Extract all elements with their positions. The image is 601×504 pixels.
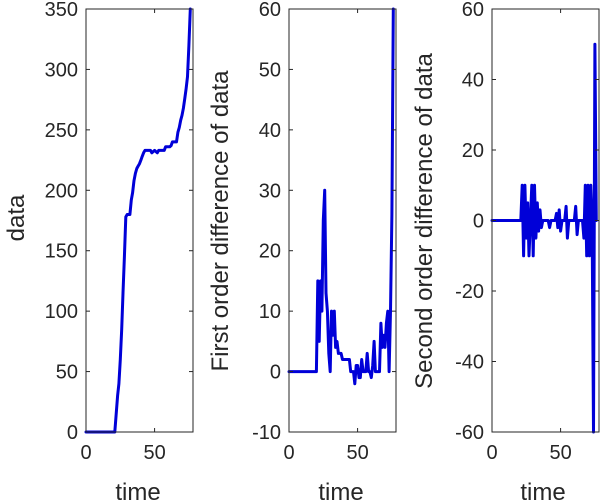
series-line-1 [84, 7, 192, 434]
y-tick-label: 0 [473, 211, 484, 233]
y-tick-label: -10 [252, 422, 281, 444]
y-tick-label: 60 [462, 0, 484, 21]
series-line-2 [287, 7, 395, 386]
y-tick-label: 150 [45, 241, 78, 263]
y-tick-label: 200 [45, 180, 78, 202]
y-tick-label: 50 [56, 362, 78, 384]
axes-frame-2 [288, 8, 397, 433]
y-tick-label: 350 [45, 0, 78, 21]
y-tick-label: 40 [462, 70, 484, 92]
y-tick-label: 20 [462, 140, 484, 162]
chart-panel-second-difference: Second order difference of data time -60… [411, 0, 600, 504]
y-tick-label: 40 [259, 120, 281, 142]
chart-panel-first-difference: First order difference of data time -100… [207, 0, 397, 504]
axes-frame-1 [85, 8, 194, 433]
y-tick-label: 30 [259, 180, 281, 202]
xlabel-3: time [520, 479, 565, 504]
y-tick-label: 60 [259, 0, 281, 21]
xlabel-1: time [115, 479, 160, 504]
ylabel-2: First order difference of data [207, 70, 234, 372]
ylabel-3: Second order difference of data [411, 52, 438, 388]
y-tick-label: -60 [455, 422, 484, 444]
y-tick-label: 50 [259, 59, 281, 81]
y-tick-label: 100 [45, 301, 78, 323]
y-tick-label: 10 [259, 301, 281, 323]
x-tick-label: 50 [346, 442, 368, 464]
x-tick-label: 0 [80, 442, 91, 464]
y-tick-label: 20 [259, 241, 281, 263]
series-line-3 [490, 42, 598, 434]
x-tick-label: 50 [549, 442, 571, 464]
y-tick-label: 300 [45, 59, 78, 81]
x-tick-label: 50 [143, 442, 165, 464]
x-tick-label: 0 [486, 442, 497, 464]
x-tick-label: 0 [283, 442, 294, 464]
y-tick-label: -20 [455, 281, 484, 303]
chart-panel-data: data time 0 50 100 150 200 250 300 350 0 50 [3, 0, 194, 504]
y-tick-label: -40 [455, 352, 484, 374]
y-tick-label: 250 [45, 120, 78, 142]
y-tick-label: 0 [270, 362, 281, 384]
xlabel-2: time [318, 479, 363, 504]
ylabel-1: data [3, 194, 30, 241]
y-tick-label: 0 [67, 422, 78, 444]
